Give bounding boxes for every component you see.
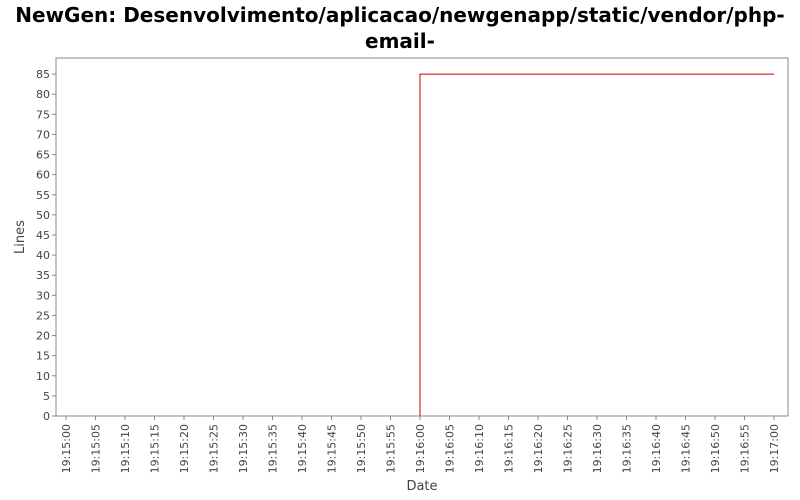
plot-area bbox=[55, 57, 789, 417]
series-layer bbox=[419, 73, 774, 416]
series-line-lines bbox=[419, 73, 774, 416]
x-tick-label: 19:15:20 bbox=[178, 424, 191, 473]
chart-title-line-1: NewGen: Desenvolvimento/aplicacao/newgen… bbox=[15, 3, 785, 53]
x-tick-label: 19:16:30 bbox=[591, 424, 604, 473]
x-tick-label: 19:15:05 bbox=[90, 424, 103, 473]
x-tick-label: 19:16:50 bbox=[709, 424, 722, 473]
x-tick-label: 19:15:40 bbox=[296, 424, 309, 473]
x-tick-label: 19:15:35 bbox=[267, 424, 280, 473]
x-tick-label: 19:15:25 bbox=[208, 424, 221, 473]
y-tick-label: 10 bbox=[36, 370, 50, 383]
x-axis-label: Date bbox=[406, 479, 437, 494]
y-tick-label: 70 bbox=[36, 128, 50, 141]
y-tick-label: 55 bbox=[36, 189, 50, 202]
x-tick-label: 19:15:00 bbox=[60, 424, 73, 473]
y-tick-label: 15 bbox=[36, 350, 50, 363]
y-tick-label: 35 bbox=[36, 269, 50, 282]
x-tick-label: 19:16:40 bbox=[650, 424, 663, 473]
x-tick-label: 19:16:10 bbox=[473, 424, 486, 473]
x-tick-label: 19:16:35 bbox=[621, 424, 634, 473]
x-tick-label: 19:15:45 bbox=[326, 424, 339, 473]
x-tick-label: 19:15:55 bbox=[385, 424, 398, 473]
x-tick-label: 19:15:15 bbox=[149, 424, 162, 473]
y-tick-label: 60 bbox=[36, 169, 50, 182]
y-tick-label: 65 bbox=[36, 149, 50, 162]
x-tick-label: 19:16:45 bbox=[680, 424, 693, 473]
y-tick-label: 30 bbox=[36, 289, 50, 302]
x-tick-label: 19:16:20 bbox=[532, 424, 545, 473]
x-tick-label: 19:16:05 bbox=[444, 424, 457, 473]
x-tick-label: 19:17:00 bbox=[768, 424, 781, 473]
y-tick-label: 45 bbox=[36, 229, 50, 242]
y-tick-label: 85 bbox=[36, 68, 50, 81]
y-axis: 0 5 10 15 20 25 30 35 40 45 50 55 60 65 70 75 80 85 bbox=[36, 68, 56, 423]
y-tick-label: 20 bbox=[36, 330, 50, 343]
x-tick-label: 19:15:50 bbox=[355, 424, 368, 473]
x-tick-label: 19:15:30 bbox=[237, 424, 250, 473]
x-tick-label: 19:15:10 bbox=[119, 424, 132, 473]
y-tick-label: 25 bbox=[36, 309, 50, 322]
x-tick-label: 19:16:55 bbox=[739, 424, 752, 473]
x-tick-label: 19:16:00 bbox=[414, 424, 427, 473]
y-tick-label: 0 bbox=[43, 410, 50, 423]
y-axis-label: Lines bbox=[13, 220, 28, 254]
y-tick-label: 5 bbox=[43, 390, 50, 403]
y-tick-label: 80 bbox=[36, 88, 50, 101]
y-tick-label: 75 bbox=[36, 108, 50, 121]
x-tick-label: 19:16:25 bbox=[562, 424, 575, 473]
x-axis: 19:15:00 19:15:05 19:15:10 19:15:15 19:15:20… bbox=[60, 416, 781, 473]
y-tick-label: 40 bbox=[36, 249, 50, 262]
x-tick-label: 19:16:15 bbox=[503, 424, 516, 473]
y-tick-label: 50 bbox=[36, 209, 50, 222]
